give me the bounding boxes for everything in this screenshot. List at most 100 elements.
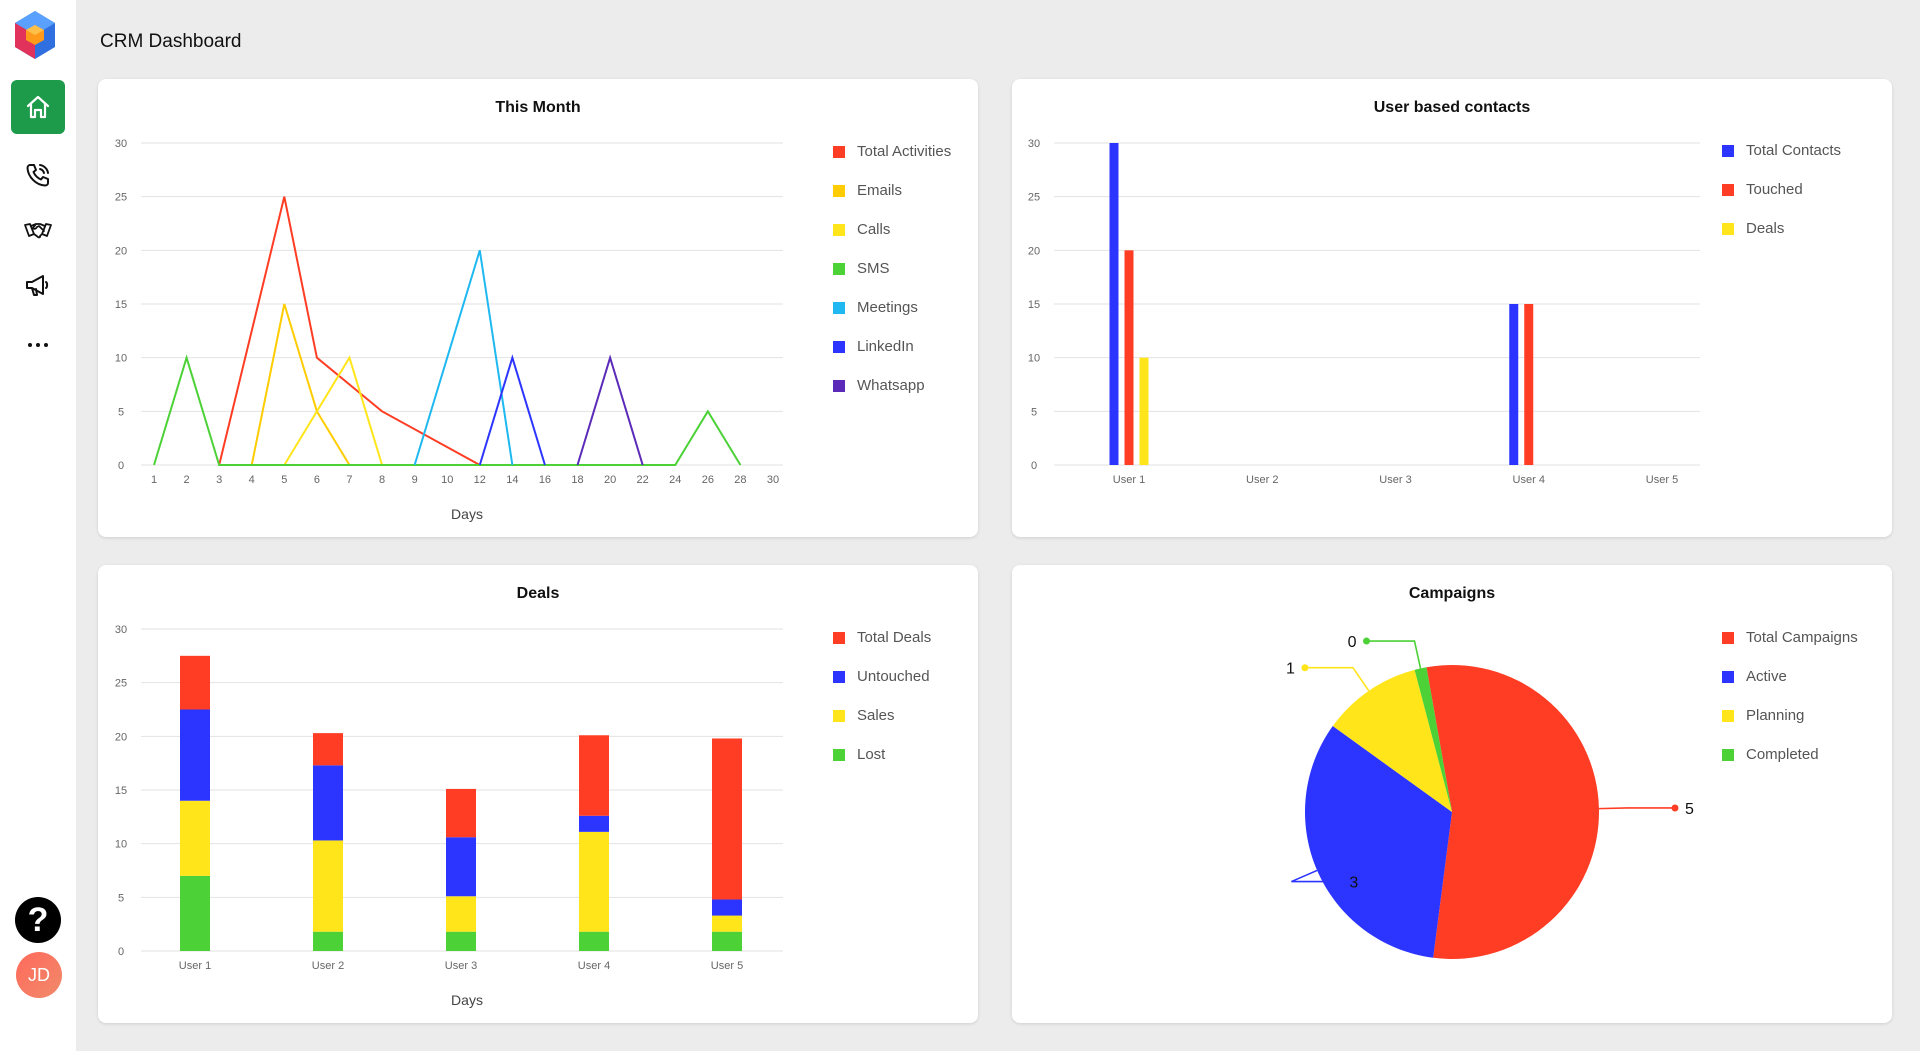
- campaigns-legend: Total Campaigns Active Planning Completed: [1722, 618, 1858, 774]
- user-contacts-x-tick-label: User 2: [1246, 474, 1278, 486]
- this-month-x-tick-label: 30: [767, 474, 779, 486]
- this-month-x-tick-label: 22: [637, 474, 649, 486]
- legend-swatch: [833, 631, 845, 644]
- nav-calls[interactable]: [11, 148, 65, 202]
- legend-label: Completed: [1746, 746, 1819, 763]
- this-month-x-tick-label: 7: [346, 474, 352, 486]
- deals-legend-item-lost[interactable]: Lost: [833, 735, 931, 774]
- user-contacts-y-tick-label: 25: [1028, 192, 1040, 204]
- series-line-sms: [153, 354, 742, 466]
- deals-legend: Total Deals Untouched Sales Lost: [833, 618, 931, 774]
- deals-y-tick-label: 30: [115, 624, 127, 636]
- legend-label: LinkedIn: [857, 338, 914, 355]
- this-month-x-tick-label: 26: [702, 474, 714, 486]
- bar-touched-user-4: [1524, 304, 1534, 465]
- this-month-legend: Total Activities Emails Calls SMS Meetings Li…: [833, 132, 951, 405]
- this-month-y-tick-label: 20: [115, 245, 127, 257]
- user-contacts-card: User based contacts 0 5 10 15 20 25 30 User 1 Us…: [1012, 79, 1892, 537]
- legend-label: Total Campaigns: [1746, 629, 1858, 646]
- this-month-legend-item-total-activities[interactable]: Total Activities: [833, 132, 951, 171]
- bar-total-contacts-user-1: [1109, 143, 1119, 465]
- nav-more[interactable]: [11, 318, 65, 372]
- user-contacts-y-tick-label: 30: [1028, 138, 1040, 150]
- this-month-legend-item-linkedin[interactable]: LinkedIn: [833, 327, 951, 366]
- legend-swatch: [833, 184, 845, 197]
- deals-y-tick-label: 10: [115, 839, 127, 851]
- nav-home[interactable]: [11, 80, 65, 134]
- deals-x-tick-label: User 3: [445, 960, 477, 972]
- phone-icon: [26, 164, 49, 187]
- this-month-y-tick-label: 30: [115, 138, 127, 150]
- bar-segment-sales-user-4: [579, 831, 609, 932]
- this-month-legend-item-sms[interactable]: SMS: [833, 249, 951, 288]
- bar-segment-sales-user-3: [446, 896, 476, 932]
- hexagon-logo-icon[interactable]: [11, 9, 59, 63]
- bar-segment-lost-user-2: [313, 931, 343, 951]
- user-contacts-x-tick-label: User 4: [1513, 474, 1545, 486]
- bar-segment-untouched-user-1: [180, 709, 210, 801]
- legend-swatch: [833, 301, 845, 314]
- this-month-x-tick-label: 1: [151, 474, 157, 486]
- nav-campaigns[interactable]: [11, 258, 65, 312]
- campaigns-legend-item-completed[interactable]: Completed: [1722, 735, 1858, 774]
- deals-title: Deals: [516, 585, 560, 602]
- this-month-x-axis-label: Days: [451, 506, 483, 522]
- help-button[interactable]: ?: [15, 897, 61, 943]
- this-month-legend-item-emails[interactable]: Emails: [833, 171, 951, 210]
- pie-leader-dot-planning: [1301, 664, 1309, 672]
- deals-legend-item-untouched[interactable]: Untouched: [833, 657, 931, 696]
- legend-label: Whatsapp: [857, 377, 925, 394]
- deals-legend-item-total-deals[interactable]: Total Deals: [833, 618, 931, 657]
- bar-segment-untouched-user-2: [313, 765, 343, 841]
- deals-legend-item-sales[interactable]: Sales: [833, 696, 931, 735]
- campaigns-legend-item-active[interactable]: Active: [1722, 657, 1858, 696]
- pie-value-label-active: 3: [1349, 875, 1358, 892]
- user-contacts-legend-item-touched[interactable]: Touched: [1722, 170, 1841, 209]
- user-contacts-x-tick-label: User 5: [1646, 474, 1678, 486]
- user-contacts-legend-item-deals[interactable]: Deals: [1722, 209, 1841, 248]
- handshake-icon: [24, 223, 52, 239]
- this-month-x-tick-label: 10: [441, 474, 453, 486]
- legend-swatch: [1722, 709, 1734, 722]
- user-contacts-legend-item-total-contacts[interactable]: Total Contacts: [1722, 131, 1841, 170]
- bar-segment-lost-user-3: [446, 931, 476, 951]
- this-month-x-tick-label: 8: [379, 474, 385, 486]
- pie-slice-completed: [1414, 667, 1452, 812]
- legend-label: Lost: [857, 746, 886, 763]
- this-month-y-tick-label: 5: [118, 406, 124, 418]
- avatar[interactable]: JD: [16, 952, 62, 998]
- user-contacts-y-tick-label: 0: [1031, 460, 1037, 472]
- legend-label: SMS: [857, 260, 890, 277]
- this-month-legend-item-calls[interactable]: Calls: [833, 210, 951, 249]
- legend-label: Meetings: [857, 299, 918, 316]
- campaigns-legend-item-total-campaigns[interactable]: Total Campaigns: [1722, 618, 1858, 657]
- deals-y-tick-label: 15: [115, 785, 127, 797]
- this-month-x-tick-label: 4: [249, 474, 255, 486]
- deals-card: Deals 0 5 10 15 20 25 30 User 1 User 2 User 3 User…: [98, 565, 978, 1023]
- pie-slice-active: [1305, 726, 1452, 958]
- pie-value-label-completed: 0: [1348, 634, 1357, 651]
- nav-deals[interactable]: [11, 203, 65, 257]
- legend-swatch: [1722, 670, 1734, 683]
- this-month-y-tick-label: 0: [118, 460, 124, 472]
- this-month-legend-item-meetings[interactable]: Meetings: [833, 288, 951, 327]
- sidebar: ? JD: [0, 0, 76, 1051]
- legend-label: Planning: [1746, 707, 1805, 724]
- this-month-legend-item-whatsapp[interactable]: Whatsapp: [833, 366, 951, 405]
- deals-y-tick-label: 0: [118, 946, 124, 958]
- series-line-calls: [283, 355, 384, 466]
- user-contacts-y-tick-label: 10: [1028, 353, 1040, 365]
- campaigns-card: Campaigns 5 3 1 0 Total Campaigns Active Plan…: [1012, 565, 1892, 1023]
- pie-slice-planning: [1332, 669, 1452, 812]
- series-line-total-activities: [218, 196, 481, 466]
- legend-swatch: [1722, 183, 1734, 196]
- campaigns-pie-chart: 5 3 1 0: [1286, 634, 1694, 959]
- legend-swatch: [833, 145, 845, 158]
- user-contacts-x-tick-label: User 3: [1379, 474, 1411, 486]
- legend-label: Total Contacts: [1746, 142, 1842, 159]
- legend-swatch: [833, 670, 845, 683]
- user-contacts-bar-chart: 0 5 10 15 20 25 30 User 1 User 2 User 3 User 4 User…: [1028, 138, 1700, 486]
- deals-x-tick-label: User 5: [711, 960, 743, 972]
- pie-leader-line-planning: [1304, 666, 1370, 692]
- campaigns-legend-item-planning[interactable]: Planning: [1722, 696, 1858, 735]
